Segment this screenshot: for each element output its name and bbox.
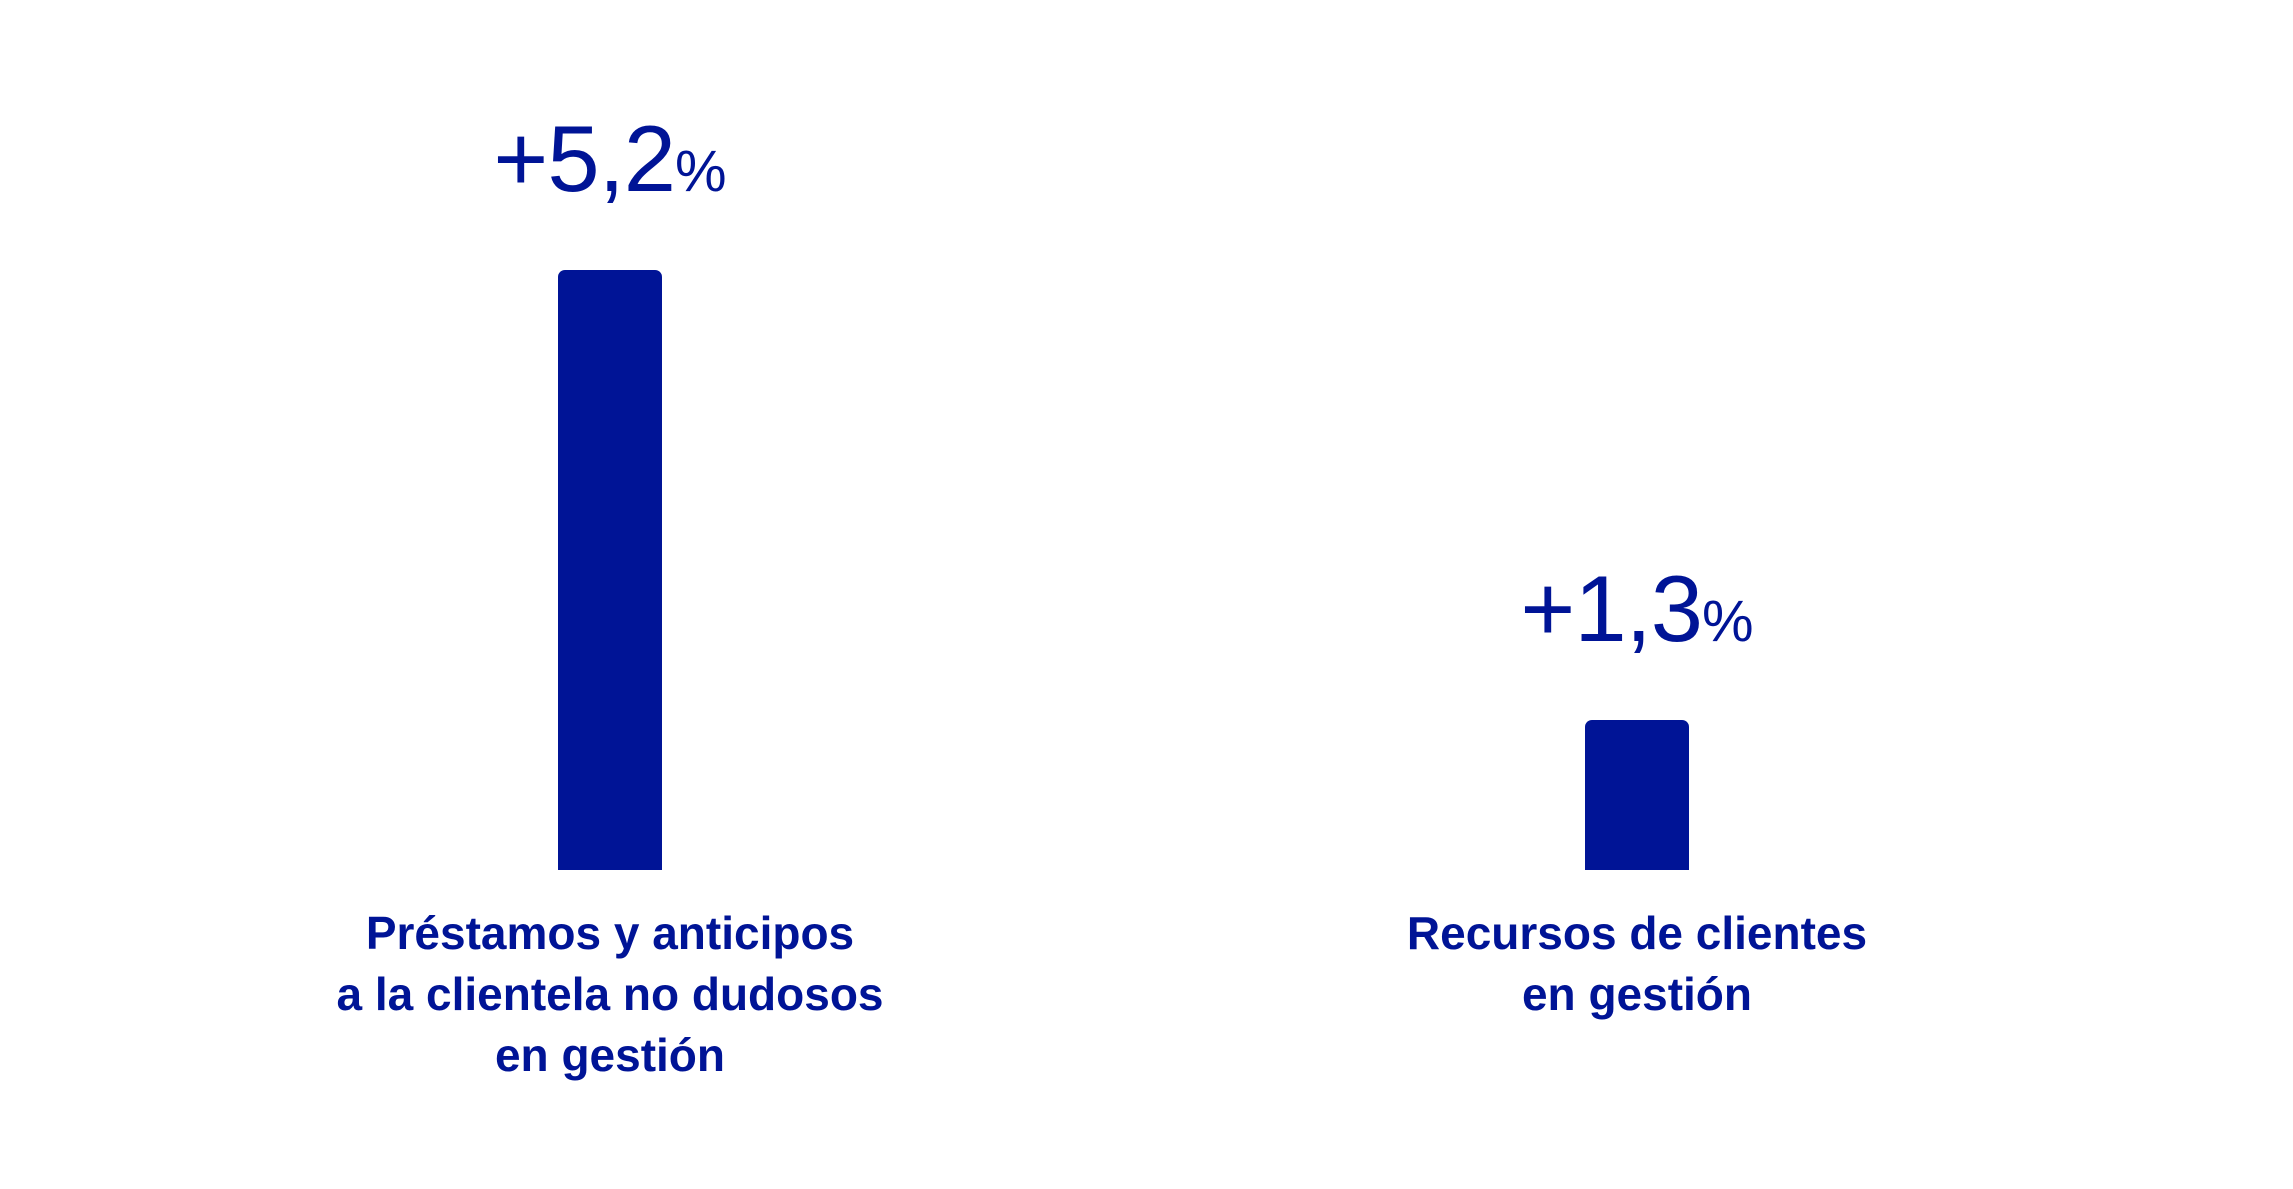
data-label-unit: % bbox=[675, 139, 727, 204]
category-label-1: Préstamos y anticipos a la clientela no d… bbox=[336, 903, 883, 1086]
category-label-2: Recursos de clientes en gestión bbox=[1407, 903, 1867, 1025]
category-label-line: Préstamos y anticipos bbox=[365, 907, 855, 959]
data-label-2: +1,3% bbox=[1520, 562, 1753, 656]
category-label-line: en gestión bbox=[1521, 968, 1753, 1020]
data-label-value: +1,3 bbox=[1520, 556, 1703, 661]
data-label-unit: % bbox=[1702, 589, 1754, 654]
data-label-1: +5,2% bbox=[493, 112, 726, 206]
category-label-line: en gestión bbox=[494, 1029, 726, 1081]
bar-2 bbox=[1585, 720, 1689, 870]
data-label-value: +5,2 bbox=[493, 106, 676, 211]
category-label-line: a la clientela no dudosos bbox=[336, 968, 884, 1020]
bar-1 bbox=[558, 270, 662, 870]
category-label-line: Recursos de clientes bbox=[1406, 907, 1868, 959]
